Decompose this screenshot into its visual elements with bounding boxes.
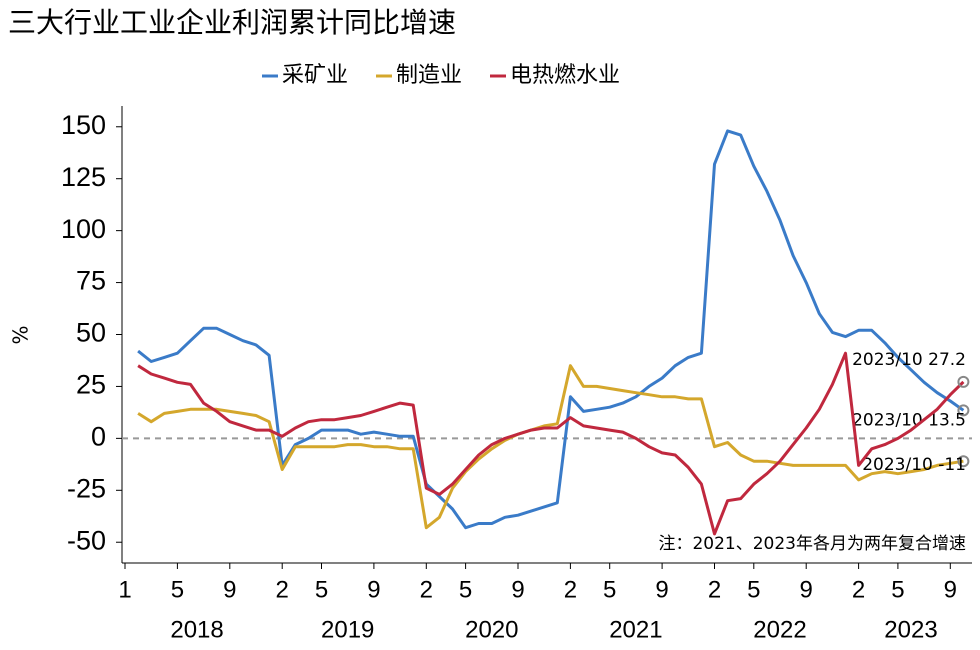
x-tick-label: 1 [118,576,131,603]
end-label: 2023/10 -11 [862,455,966,475]
x-tick-label: 5 [603,576,616,603]
note: 注：2021、2023年各月为两年复合增速 [658,534,966,554]
end-label: 2023/10 13.5 [852,410,966,430]
x-tick-label: 2 [564,576,577,603]
year-label: 2022 [753,616,806,643]
y-tick-label: -25 [67,473,106,503]
y-tick-label: 125 [61,162,106,192]
end-marker [957,404,970,417]
end-label: 2023/10 27.2 [852,350,966,370]
legend-label: 制造业 [396,63,462,88]
y-tick-label: 150 [61,110,106,140]
year-label: 2018 [170,616,223,643]
x-tick-label: 9 [511,576,524,603]
end-marker [957,455,970,468]
x-tick-label: 9 [944,576,957,603]
x-tick-label: 5 [747,576,760,603]
series-line [137,364,964,530]
legend-label: 采矿业 [282,63,348,88]
x-tick-label: 5 [171,576,184,603]
y-tick-label: 0 [91,421,106,451]
x-tick-label: 5 [891,576,904,603]
x-tick-label: 2 [420,576,433,603]
y-tick-label: 50 [76,318,106,348]
x-tick-label: 9 [800,576,813,603]
x-tick-label: 9 [655,576,668,603]
x-tick-label: 5 [315,576,328,603]
x-tick-label: 2 [852,576,865,603]
x-tick-label: 2 [708,576,721,603]
y-tick-label: 100 [61,214,106,244]
x-tick-label: 9 [223,576,236,603]
year-label: 2019 [321,616,374,643]
y-tick-label: -50 [67,525,106,555]
series-line [137,351,965,536]
end-marker [957,375,970,388]
year-label: 2020 [465,616,518,643]
y-tick-label: 75 [76,266,106,296]
year-label: 2023 [884,616,937,643]
year-label: 2021 [609,616,662,643]
y-tick-label: 25 [76,370,106,400]
legend-label: 电热燃水业 [510,63,620,88]
x-tick-label: 5 [459,576,472,603]
y-axis-label: % [9,325,33,344]
series-line [137,129,965,530]
chart-title: 三大行业工业企业利润累计同比增速 [8,6,456,39]
x-tick-label: 2 [276,576,289,603]
x-tick-label: 9 [367,576,380,603]
